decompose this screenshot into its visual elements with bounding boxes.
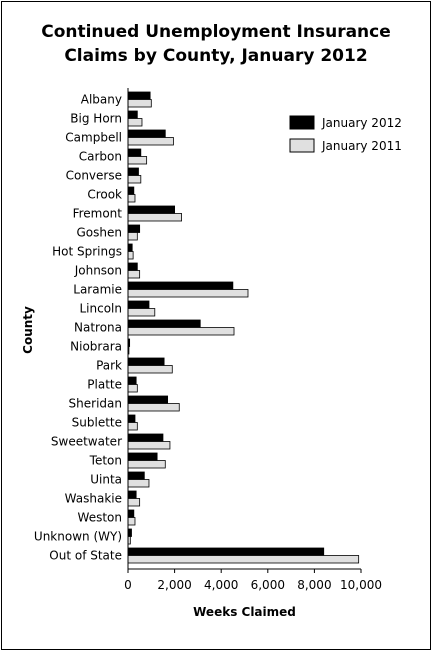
bar-sublette-january-2012 xyxy=(127,414,136,423)
bar-albany-january-2011 xyxy=(127,99,152,108)
category-label-laramie: Laramie xyxy=(73,283,122,297)
bar-fremont-january-2012 xyxy=(127,205,175,214)
category-label-fremont: Fremont xyxy=(73,207,123,221)
bar-uinta-january-2012 xyxy=(127,471,145,480)
bar-unknown-wy-january-2012 xyxy=(127,528,132,537)
category-label-johnson: Johnson xyxy=(74,264,122,278)
category-label-washakie: Washakie xyxy=(65,492,122,506)
x-tick-label-2-000: 2,000 xyxy=(157,578,191,592)
bar-natrona-january-2012 xyxy=(127,319,201,328)
bar-uinta-january-2011 xyxy=(127,479,150,488)
bar-hot-springs-january-2012 xyxy=(127,243,133,252)
bar-sweetwater-january-2011 xyxy=(127,441,171,450)
x-tick-label-6-000: 6,000 xyxy=(251,578,285,592)
x-tick-label-8-000: 8,000 xyxy=(297,578,331,592)
category-label-sublette: Sublette xyxy=(72,416,122,430)
bars-group xyxy=(127,91,360,564)
category-label-crook: Crook xyxy=(87,188,122,202)
bar-converse-january-2011 xyxy=(127,175,142,184)
bar-crook-january-2012 xyxy=(127,186,135,195)
bar-teton-january-2012 xyxy=(127,452,158,461)
bar-teton-january-2011 xyxy=(127,460,166,469)
bar-weston-january-2011 xyxy=(127,517,136,526)
x-axis-label: Weeks Claimed xyxy=(193,605,296,619)
x-tick-label-0: 0 xyxy=(124,578,132,592)
y-axis-label: County xyxy=(21,306,35,354)
category-label-park: Park xyxy=(96,359,122,373)
bar-goshen-january-2012 xyxy=(127,224,141,233)
category-label-goshen: Goshen xyxy=(77,226,123,240)
category-label-big-horn: Big Horn xyxy=(70,112,122,126)
x-tick-label-4-000: 4,000 xyxy=(204,578,238,592)
bar-hot-springs-january-2011 xyxy=(127,251,134,260)
bar-platte-january-2012 xyxy=(127,376,137,385)
bar-crook-january-2011 xyxy=(127,194,136,203)
bar-campbell-january-2011 xyxy=(127,137,174,146)
bar-lincoln-january-2011 xyxy=(127,308,156,317)
category-label-out-of-state: Out of State xyxy=(49,549,122,563)
bar-sweetwater-january-2012 xyxy=(127,433,164,442)
bar-sublette-january-2011 xyxy=(127,422,138,431)
legend-swatch-january-2011 xyxy=(289,138,315,153)
bar-laramie-january-2011 xyxy=(127,289,249,298)
category-label-platte: Platte xyxy=(87,378,122,392)
bar-campbell-january-2012 xyxy=(127,129,166,138)
bar-johnson-january-2011 xyxy=(127,270,141,279)
category-label-carbon: Carbon xyxy=(79,150,122,164)
category-label-converse: Converse xyxy=(66,169,122,183)
bar-natrona-january-2011 xyxy=(127,327,235,336)
category-label-sheridan: Sheridan xyxy=(69,397,122,411)
bar-laramie-january-2012 xyxy=(127,281,234,290)
legend-label-january-2011: January 2011 xyxy=(321,139,402,153)
bar-sheridan-january-2012 xyxy=(127,395,169,404)
bar-goshen-january-2011 xyxy=(127,232,138,241)
bar-carbon-january-2012 xyxy=(127,148,142,157)
bar-weston-january-2012 xyxy=(127,509,135,518)
bar-park-january-2012 xyxy=(127,357,165,366)
bar-lincoln-january-2012 xyxy=(127,300,150,309)
bar-johnson-january-2012 xyxy=(127,262,138,271)
bar-washakie-january-2012 xyxy=(127,490,137,499)
category-label-weston: Weston xyxy=(78,511,122,525)
legend-label-january-2012: January 2012 xyxy=(321,116,402,130)
bar-albany-january-2012 xyxy=(127,91,151,100)
chart-title-line-2: Claims by County, January 2012 xyxy=(64,46,368,66)
legend: January 2012 January 2011 xyxy=(289,115,402,153)
x-tick-label-10-000: 10,000 xyxy=(340,578,382,592)
bar-park-january-2011 xyxy=(127,365,173,374)
bar-fremont-january-2011 xyxy=(127,213,182,222)
category-label-uinta: Uinta xyxy=(90,473,122,487)
bar-converse-january-2012 xyxy=(127,167,139,176)
chart-title-line-1: Continued Unemployment Insurance xyxy=(41,22,391,42)
category-label-unknown-wy: Unknown (WY) xyxy=(34,530,122,544)
category-label-niobrara: Niobrara xyxy=(70,340,122,354)
bar-big-horn-january-2011 xyxy=(127,118,143,127)
category-label-natrona: Natrona xyxy=(74,321,122,335)
bar-carbon-january-2011 xyxy=(127,156,148,165)
bar-out-of-state-january-2011 xyxy=(127,555,360,564)
category-label-campbell: Campbell xyxy=(65,131,122,145)
bar-out-of-state-january-2012 xyxy=(127,547,325,556)
bar-platte-january-2011 xyxy=(127,384,138,393)
category-label-albany: Albany xyxy=(81,93,122,107)
category-label-lincoln: Lincoln xyxy=(79,302,122,316)
bar-sheridan-january-2011 xyxy=(127,403,180,412)
category-label-sweetwater: Sweetwater xyxy=(51,435,122,449)
category-label-hot-springs: Hot Springs xyxy=(52,245,122,259)
category-label-teton: Teton xyxy=(89,454,122,468)
x-ticks-group: 0 2,000 4,000 6,000 8,000 10,000 xyxy=(124,569,382,592)
bar-washakie-january-2011 xyxy=(127,498,141,507)
bar-big-horn-january-2012 xyxy=(127,110,138,119)
category-labels-group: Albany Big Horn Campbell Carbon Converse Croo… xyxy=(34,93,122,563)
legend-swatch-january-2012 xyxy=(289,115,315,130)
